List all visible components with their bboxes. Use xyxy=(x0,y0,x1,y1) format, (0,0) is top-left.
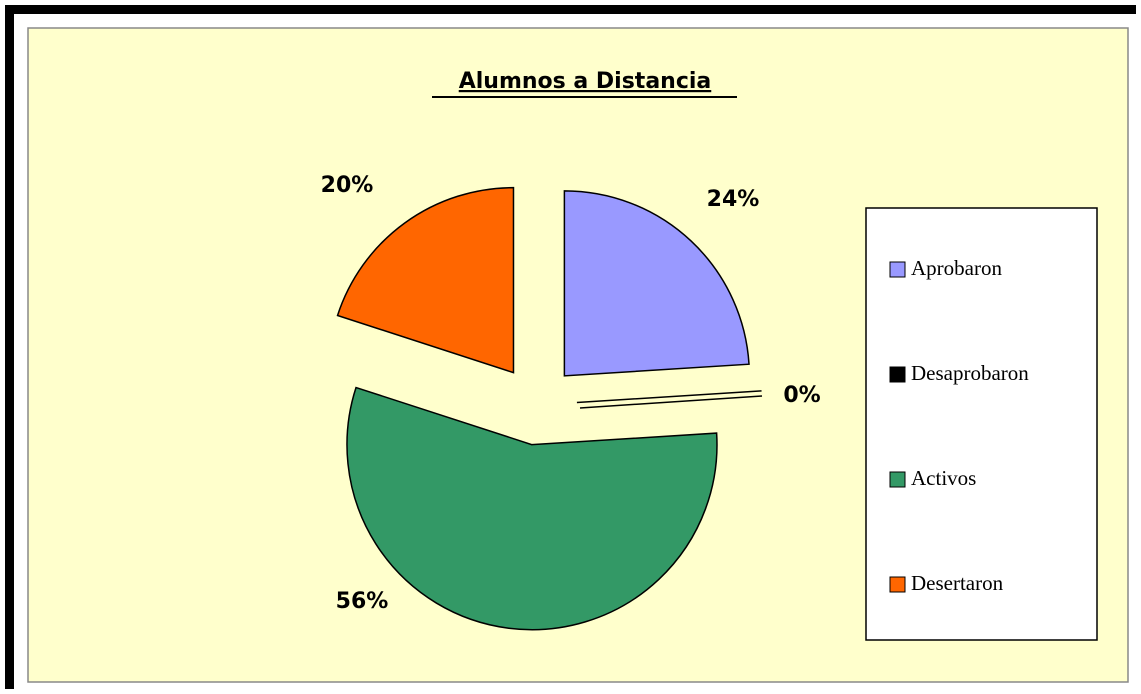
legend-swatch xyxy=(889,471,906,488)
data-label: 56% xyxy=(336,589,389,614)
legend-label: Activos xyxy=(911,466,976,490)
legend-swatch xyxy=(889,366,906,383)
pie-slice xyxy=(563,190,750,377)
pie-slice xyxy=(346,386,718,631)
data-label: 20% xyxy=(321,173,374,198)
pie-slice xyxy=(336,186,515,374)
data-label: 24% xyxy=(707,187,760,212)
legend-label: Desaprobaron xyxy=(911,361,1029,385)
legend xyxy=(865,207,1098,641)
data-label: 0% xyxy=(783,383,820,408)
legend-swatch xyxy=(889,576,906,593)
chart-title: Alumnos a Distancia xyxy=(459,69,712,94)
legend-label: Desertaron xyxy=(911,571,1004,595)
legend-swatch xyxy=(889,261,906,278)
legend-label: Aprobaron xyxy=(911,256,1002,280)
leader-line xyxy=(579,395,763,409)
